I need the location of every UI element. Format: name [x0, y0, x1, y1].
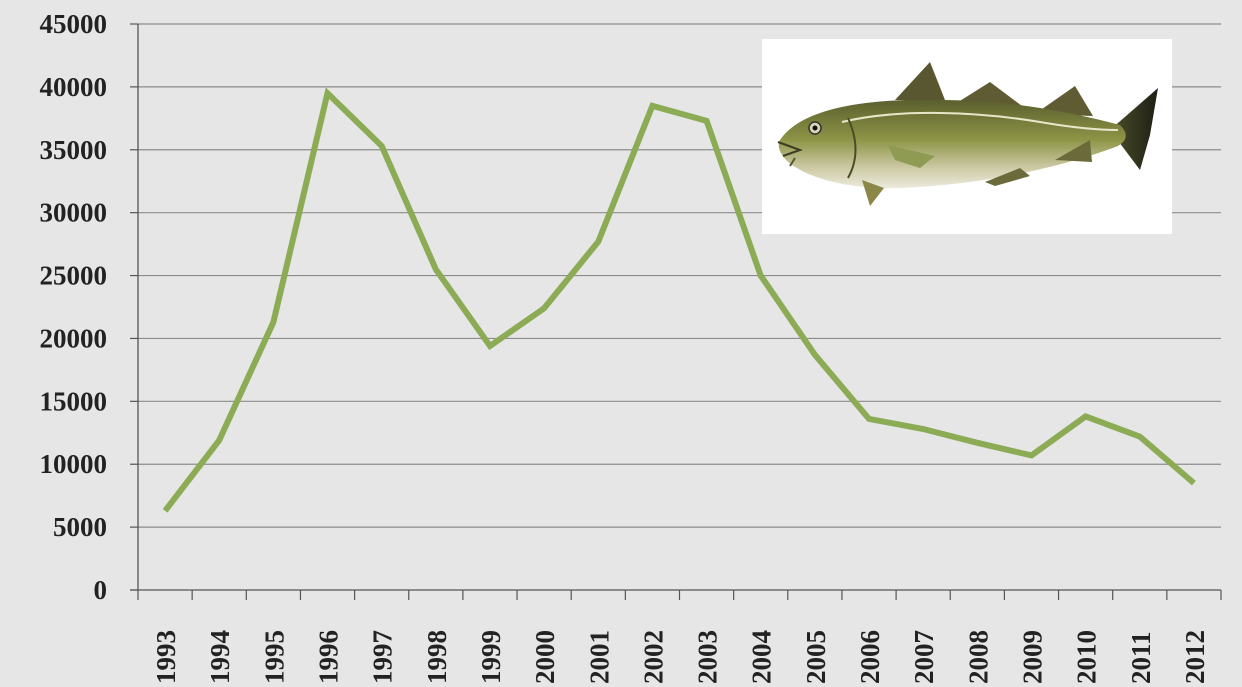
y-tick-label: 15000 — [40, 386, 108, 416]
tail-fin-icon — [1110, 88, 1158, 170]
pectoral-fin-icon — [888, 145, 935, 168]
gridlines — [138, 23, 1221, 528]
dorsal-fin-1-icon — [895, 62, 945, 100]
chin-barbel-icon — [789, 157, 796, 167]
x-tick-label: 2000 — [530, 630, 560, 684]
y-tick-label: 35000 — [40, 135, 108, 165]
x-tick-label: 1996 — [314, 630, 344, 684]
x-tick-label: 2007 — [909, 630, 939, 684]
anal-fin-icon — [985, 168, 1030, 186]
fish-mouth-icon — [777, 141, 803, 157]
second-anal-fin-icon — [1055, 140, 1092, 162]
y-tick-label: 5000 — [53, 512, 107, 542]
x-tick-label: 2001 — [584, 630, 614, 684]
x-tick-label: 1994 — [205, 630, 235, 684]
x-axis-tick-labels: 1993 1994 1995 1996 1997 1998 1999 2000 2001 2002… — [151, 630, 1210, 684]
x-tick-label: 1999 — [476, 630, 506, 684]
y-tick-label: 25000 — [40, 261, 108, 291]
x-tick-label: 2003 — [693, 630, 723, 684]
dorsal-fin-3-icon — [1035, 86, 1093, 116]
y-tick-label: 20000 — [40, 323, 108, 353]
x-tick-label: 2004 — [747, 630, 777, 684]
y-axis-tick-labels: 0 5000 10000 15000 20000 25000 30000 35000 40000… — [40, 9, 108, 605]
y-tick-label: 10000 — [40, 449, 108, 479]
x-tick-label: 2011 — [1126, 631, 1156, 684]
x-tick-label: 1993 — [151, 630, 181, 684]
x-tick-label: 2010 — [1072, 630, 1102, 684]
series-layer — [162, 87, 1196, 513]
x-tick-label: 1997 — [368, 630, 398, 684]
gill-line-icon — [847, 117, 857, 179]
pelvic-fin-icon — [862, 180, 884, 206]
x-tick-label: 2009 — [1017, 630, 1047, 684]
axes — [130, 23, 1222, 600]
series-line — [162, 87, 1196, 513]
x-tick-label: 1995 — [259, 630, 289, 684]
fish-pupil-icon — [812, 125, 818, 131]
x-tick-label: 2006 — [855, 630, 885, 684]
y-tick-label: 40000 — [40, 72, 108, 102]
y-tick-label: 45000 — [40, 9, 108, 39]
x-tick-label: 1998 — [422, 630, 452, 684]
x-tick-label: 2012 — [1180, 630, 1210, 684]
cod-fish-image — [762, 39, 1172, 234]
y-tick-label: 0 — [94, 575, 108, 605]
y-tick-label: 30000 — [40, 198, 108, 228]
dorsal-fin-2-icon — [955, 82, 1022, 106]
x-tick-label: 2008 — [963, 630, 993, 684]
lateral-line-icon — [841, 111, 1119, 131]
x-tick-label: 2005 — [801, 630, 831, 684]
x-tick-label: 2002 — [638, 630, 668, 684]
